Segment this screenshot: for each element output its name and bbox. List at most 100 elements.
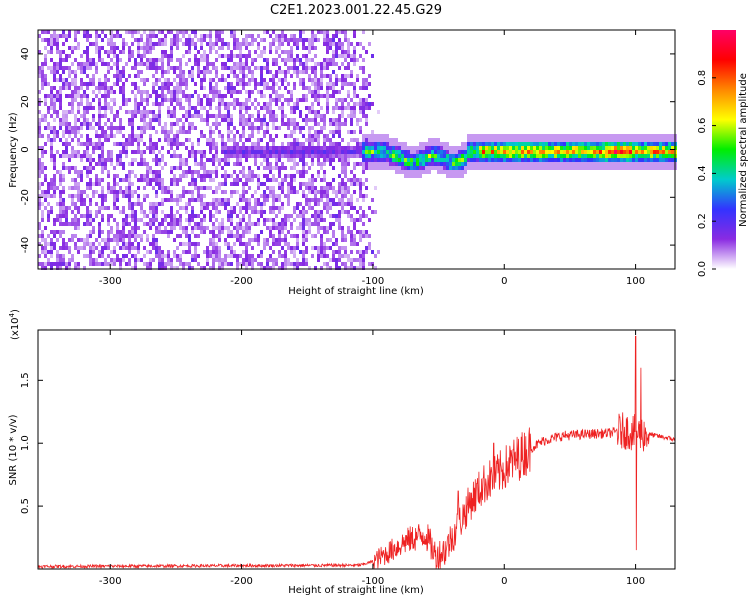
heatmap-cell bbox=[344, 190, 347, 194]
heatmap-cell bbox=[92, 166, 95, 170]
heatmap-cell bbox=[185, 210, 188, 214]
heatmap-cell bbox=[350, 154, 353, 158]
heatmap-cell bbox=[200, 130, 203, 134]
heatmap-cell bbox=[287, 54, 290, 58]
heatmap-cell bbox=[245, 46, 248, 50]
heatmap-cell bbox=[365, 86, 368, 90]
heatmap-cell bbox=[173, 178, 176, 182]
heatmap-cell bbox=[221, 230, 224, 234]
heatmap-cell bbox=[470, 146, 473, 150]
heatmap-cell bbox=[284, 134, 287, 138]
heatmap-cell bbox=[350, 242, 353, 246]
heatmap-cell bbox=[308, 86, 311, 90]
heatmap-cell bbox=[71, 154, 74, 158]
heatmap-cell bbox=[647, 150, 650, 154]
heatmap-cell bbox=[197, 254, 200, 258]
heatmap-cell bbox=[302, 194, 305, 198]
heatmap-cell bbox=[209, 42, 212, 46]
heatmap-cell bbox=[113, 166, 116, 170]
heatmap-cell bbox=[182, 94, 185, 98]
heatmap-cell bbox=[227, 110, 230, 114]
heatmap-cell bbox=[59, 106, 62, 110]
heatmap-cell bbox=[44, 246, 47, 250]
heatmap-cell bbox=[164, 78, 167, 82]
heatmap-cell bbox=[560, 150, 563, 154]
heatmap-cell bbox=[371, 146, 374, 150]
heatmap-cell bbox=[272, 258, 275, 262]
heatmap-cell bbox=[248, 90, 251, 94]
heatmap-cell bbox=[104, 34, 107, 38]
heatmap-cell bbox=[509, 138, 512, 142]
heatmap-cell bbox=[68, 238, 71, 242]
heatmap-cell bbox=[317, 138, 320, 142]
heatmap-cell bbox=[275, 146, 278, 150]
heatmap-cell bbox=[116, 34, 119, 38]
heatmap-cell bbox=[74, 166, 77, 170]
heatmap-cell bbox=[221, 62, 224, 66]
heatmap-cell bbox=[545, 138, 548, 142]
heatmap-cell bbox=[83, 122, 86, 126]
heatmap-cell bbox=[413, 170, 416, 174]
heatmap-cell bbox=[341, 238, 344, 242]
heatmap-cell bbox=[131, 130, 134, 134]
heatmap-cell bbox=[245, 62, 248, 66]
heatmap-cell bbox=[212, 202, 215, 206]
heatmap-cell bbox=[206, 118, 209, 122]
heatmap-cell bbox=[365, 122, 368, 126]
heatmap-cell bbox=[158, 186, 161, 190]
heatmap-cell bbox=[335, 102, 338, 106]
heatmap-cell bbox=[239, 70, 242, 74]
heatmap-cell bbox=[230, 230, 233, 234]
heatmap-cell bbox=[56, 214, 59, 218]
heatmap-cell bbox=[38, 34, 41, 38]
heatmap-cell bbox=[197, 170, 200, 174]
heatmap-cell bbox=[47, 182, 50, 186]
heatmap-cell bbox=[338, 190, 341, 194]
heatmap-cell bbox=[119, 78, 122, 82]
heatmap-cell bbox=[272, 154, 275, 158]
heatmap-cell bbox=[134, 138, 137, 142]
heatmap-cell bbox=[56, 42, 59, 46]
heatmap-cell bbox=[203, 118, 206, 122]
heatmap-cell bbox=[503, 134, 506, 138]
heatmap-cell bbox=[86, 86, 89, 90]
heatmap-cell bbox=[263, 118, 266, 122]
heatmap-cell bbox=[233, 146, 236, 150]
heatmap-cell bbox=[212, 98, 215, 102]
heatmap-cell bbox=[590, 162, 593, 166]
heatmap-cell bbox=[329, 206, 332, 210]
heatmap-cell bbox=[50, 186, 53, 190]
heatmap-cell bbox=[395, 146, 398, 150]
heatmap-cell bbox=[335, 142, 338, 146]
heatmap-cell bbox=[260, 202, 263, 206]
heatmap-cell bbox=[539, 154, 542, 158]
heatmap-cell bbox=[287, 134, 290, 138]
heatmap-cell bbox=[53, 242, 56, 246]
heatmap-cell bbox=[50, 70, 53, 74]
heatmap-cell bbox=[269, 46, 272, 50]
heatmap-cell bbox=[170, 102, 173, 106]
heatmap-cell bbox=[293, 110, 296, 114]
heatmap-cell bbox=[191, 254, 194, 258]
heatmap-cell bbox=[74, 118, 77, 122]
heatmap-cell bbox=[164, 34, 167, 38]
heatmap-cell bbox=[56, 50, 59, 54]
heatmap-cell bbox=[560, 142, 563, 146]
heatmap-cell bbox=[332, 154, 335, 158]
heatmap-cell bbox=[653, 138, 656, 142]
heatmap-cell bbox=[110, 250, 113, 254]
heatmap-cell bbox=[350, 218, 353, 222]
heatmap-cell bbox=[161, 38, 164, 42]
heatmap-cell bbox=[302, 158, 305, 162]
heatmap-cell bbox=[233, 226, 236, 230]
heatmap-cell bbox=[245, 82, 248, 86]
heatmap-cell bbox=[599, 166, 602, 170]
heatmap-cell bbox=[365, 138, 368, 142]
heatmap-cell bbox=[143, 246, 146, 250]
snr-y-ticks: 0.51.01.5 bbox=[20, 372, 675, 514]
heatmap-cell bbox=[95, 66, 98, 70]
heatmap-cell bbox=[239, 210, 242, 214]
heatmap-cell bbox=[224, 78, 227, 82]
heatmap-cell bbox=[560, 146, 563, 150]
heatmap-cell bbox=[566, 138, 569, 142]
